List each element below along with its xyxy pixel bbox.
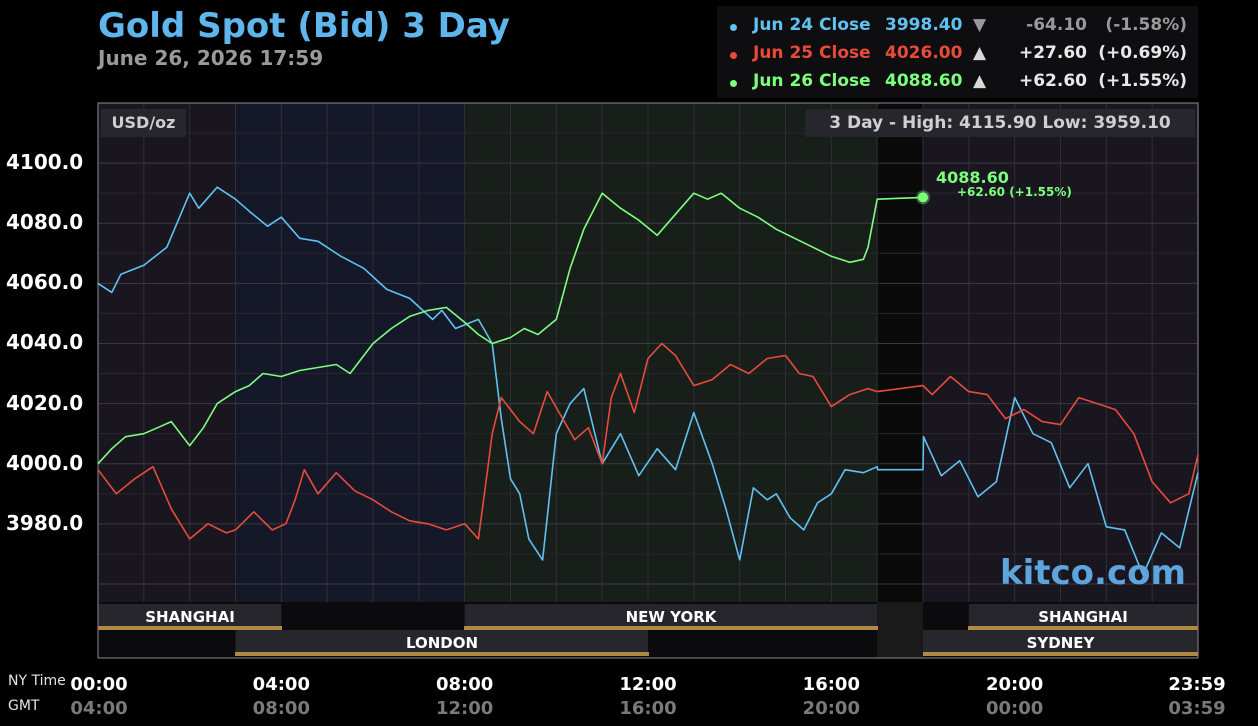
chart-title: Gold Spot (Bid) 3 Day xyxy=(98,6,510,46)
legend-value: 3998.40 xyxy=(885,15,963,35)
up-arrow-icon: ▲ xyxy=(973,71,987,91)
x-tick-label-gmt: 08:00 xyxy=(252,698,310,719)
legend-change: +27.60 xyxy=(1018,43,1087,63)
session-sydney: SYDNEY xyxy=(923,630,1198,656)
y-tick-label: 4100.0 xyxy=(6,150,84,175)
last-change-label: +62.60 (+1.55%) xyxy=(957,185,1072,199)
up-arrow-icon: ▲ xyxy=(973,43,987,63)
series-line-1 xyxy=(97,342,1199,540)
x-tick-label-gmt: 00:00 xyxy=(986,698,1044,719)
legend-item-jun25: Jun 25 Close 4026.00 ▲ +27.60 (+0.69%) xyxy=(717,40,1198,68)
high-low-readout: 3 Day - High: 4115.90 Low: 3959.10 xyxy=(805,109,1195,137)
legend-item-jun24: Jun 24 Close 3998.40 ▼ -64.10 (-1.58%) xyxy=(717,12,1198,40)
session-box xyxy=(235,630,648,652)
x-tick-label-ny: 00:00 xyxy=(70,674,128,695)
x-tick-label-gmt: 12:00 xyxy=(436,698,494,719)
chart-timestamp: June 26, 2026 17:59 xyxy=(98,46,324,70)
legend-name: Jun 25 Close xyxy=(753,43,871,63)
x-tick-label-gmt: 03:59 xyxy=(1168,698,1226,719)
series-line-0 xyxy=(97,186,1199,576)
gmt-label: GMT xyxy=(8,698,40,714)
x-tick-label-ny: 20:00 xyxy=(986,674,1044,695)
unit-label: USD/oz xyxy=(101,109,186,137)
session-box xyxy=(98,604,282,626)
legend-name: Jun 26 Close xyxy=(753,71,871,91)
legend-change: -64.10 xyxy=(1026,15,1087,35)
legend-item-jun26: Jun 26 Close 4088.60 ▲ +62.60 (+1.55%) xyxy=(717,68,1198,96)
y-tick-label: 4060.0 xyxy=(6,270,84,295)
x-tick-label-ny: 08:00 xyxy=(436,674,494,695)
legend-name: Jun 24 Close xyxy=(753,15,871,35)
last-point-marker xyxy=(918,192,928,203)
session-band xyxy=(235,103,465,602)
legend-percent: (+1.55%) xyxy=(1098,71,1187,91)
x-tick-label-gmt: 04:00 xyxy=(70,698,128,719)
series-dot-icon xyxy=(730,80,737,87)
x-tick-label-gmt: 16:00 xyxy=(619,698,677,719)
plot-frame xyxy=(97,102,1199,659)
session-shanghai-2: SHANGHAI xyxy=(968,604,1198,630)
legend-panel: Jun 24 Close 3998.40 ▼ -64.10 (-1.58%) J… xyxy=(717,6,1198,98)
legend-percent: (-1.58%) xyxy=(1105,15,1187,35)
session-london: LONDON xyxy=(235,630,649,656)
session-shanghai: SHANGHAI xyxy=(98,604,282,630)
last-price-label: 4088.60 xyxy=(936,168,1009,187)
x-tick-label-ny: 16:00 xyxy=(802,674,860,695)
y-tick-label: 4040.0 xyxy=(6,330,84,355)
x-tick-label-ny: 04:00 xyxy=(252,674,310,695)
legend-change: +62.60 xyxy=(1018,71,1087,91)
legend-percent: (+0.69%) xyxy=(1098,43,1187,63)
x-tick-label-ny: 12:00 xyxy=(619,674,677,695)
session-box xyxy=(464,604,878,626)
legend-value: 4026.00 xyxy=(885,43,963,63)
x-tick-label-ny: 23:59 xyxy=(1168,674,1226,695)
y-tick-label: 4020.0 xyxy=(6,390,84,415)
series-line-2 xyxy=(97,192,924,465)
y-tick-label: 4080.0 xyxy=(6,210,84,235)
session-band xyxy=(877,103,923,602)
x-tick-label-gmt: 20:00 xyxy=(802,698,860,719)
down-arrow-icon: ▼ xyxy=(973,15,987,35)
market-closed-gap xyxy=(877,602,923,658)
session-band xyxy=(98,103,236,602)
y-tick-label: 3980.0 xyxy=(6,510,84,535)
legend-value: 4088.60 xyxy=(885,71,963,91)
series-dot-icon xyxy=(730,52,737,59)
session-new-york: NEW YORK xyxy=(464,604,878,630)
session-box xyxy=(923,630,1198,652)
y-tick-label: 4000.0 xyxy=(6,450,84,475)
series-dot-icon xyxy=(730,24,737,31)
brand-watermark: kitco.com xyxy=(1000,553,1186,593)
session-box xyxy=(968,604,1198,626)
ny-time-label: NY Time xyxy=(8,673,66,689)
